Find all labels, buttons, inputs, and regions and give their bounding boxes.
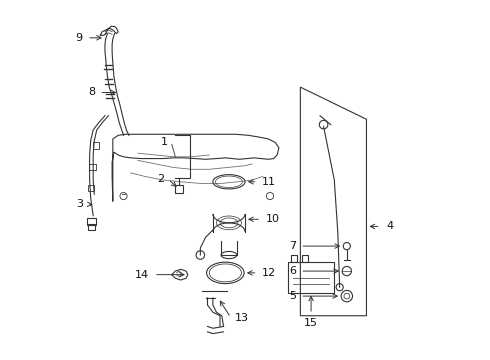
Bar	[87, 218, 96, 225]
Bar	[89, 163, 96, 170]
Bar	[88, 185, 94, 192]
Text: 6: 6	[289, 266, 296, 276]
Bar	[88, 224, 95, 230]
Text: 10: 10	[266, 214, 279, 224]
Text: 1: 1	[161, 138, 168, 148]
Text: 9: 9	[75, 33, 83, 43]
Text: 7: 7	[289, 241, 296, 251]
Text: 14: 14	[135, 270, 149, 280]
Text: 5: 5	[289, 291, 296, 301]
Text: 8: 8	[88, 87, 95, 98]
Bar	[302, 255, 308, 262]
Bar	[175, 185, 183, 193]
Bar	[292, 255, 297, 262]
Text: 4: 4	[386, 221, 393, 231]
Text: 15: 15	[304, 318, 318, 328]
Text: 12: 12	[262, 268, 276, 278]
Text: 13: 13	[235, 312, 249, 323]
Bar	[288, 262, 334, 293]
Bar	[93, 142, 99, 149]
Text: 3: 3	[76, 199, 83, 209]
Text: 11: 11	[262, 177, 276, 187]
Text: 2: 2	[157, 174, 165, 184]
